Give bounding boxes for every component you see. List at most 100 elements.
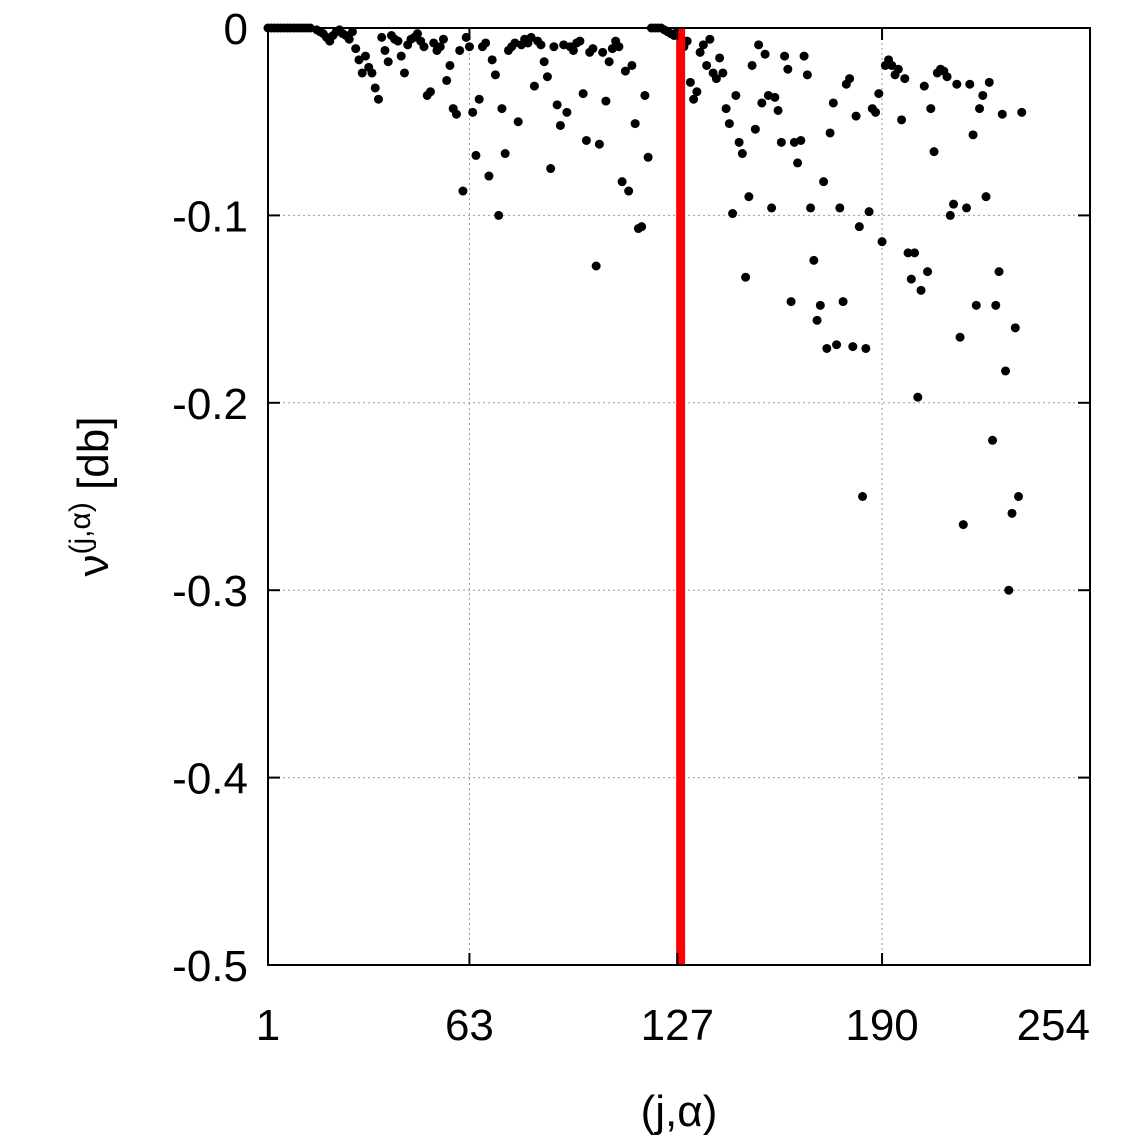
data-point bbox=[724, 119, 734, 129]
data-point bbox=[468, 107, 478, 117]
data-point bbox=[877, 237, 887, 247]
y-tick-label: -0.4 bbox=[172, 755, 248, 804]
data-point bbox=[721, 104, 731, 114]
y-tick-label: 0 bbox=[224, 5, 248, 54]
data-point bbox=[399, 68, 409, 78]
data-point bbox=[997, 109, 1007, 119]
y-tick-label: -0.2 bbox=[172, 380, 248, 429]
data-point bbox=[955, 332, 965, 342]
data-point bbox=[1017, 107, 1027, 117]
data-point bbox=[744, 192, 754, 202]
data-point bbox=[783, 64, 793, 74]
data-point bbox=[919, 81, 929, 91]
data-point bbox=[526, 32, 536, 42]
data-point bbox=[1007, 508, 1017, 518]
data-point bbox=[741, 272, 751, 282]
data-point bbox=[773, 105, 783, 115]
data-point bbox=[445, 60, 455, 70]
data-point bbox=[991, 300, 1001, 310]
data-point bbox=[767, 203, 777, 213]
data-point bbox=[705, 34, 715, 44]
data-point bbox=[692, 87, 702, 97]
data-point bbox=[864, 207, 874, 217]
data-point bbox=[419, 42, 429, 52]
data-point bbox=[438, 34, 448, 44]
data-point bbox=[435, 42, 445, 52]
y-axis-label-superscript: (j,α) bbox=[64, 502, 97, 554]
data-point bbox=[838, 297, 848, 307]
data-point bbox=[539, 57, 549, 67]
axis-ticks bbox=[267, 27, 1091, 966]
data-point bbox=[396, 51, 406, 61]
data-point bbox=[351, 44, 361, 54]
data-point bbox=[949, 199, 959, 209]
data-point bbox=[451, 109, 461, 119]
data-point bbox=[487, 55, 497, 65]
data-point bbox=[455, 45, 465, 55]
data-point bbox=[360, 51, 370, 61]
data-point bbox=[871, 107, 881, 117]
data-point bbox=[458, 186, 468, 196]
data-point bbox=[542, 72, 552, 82]
data-point bbox=[984, 77, 994, 87]
data-point bbox=[464, 42, 474, 52]
data-point bbox=[412, 29, 422, 39]
data-point bbox=[776, 137, 786, 147]
data-point bbox=[549, 42, 559, 52]
data-point bbox=[620, 66, 630, 76]
data-point bbox=[952, 79, 962, 89]
data-point bbox=[861, 343, 871, 353]
data-point bbox=[780, 51, 790, 61]
y-axis-label-space bbox=[69, 490, 118, 502]
data-point bbox=[377, 32, 387, 42]
y-tick-labels: 0 -0.1 -0.2 -0.3 -0.4 -0.5 bbox=[172, 5, 248, 991]
data-point bbox=[484, 171, 494, 181]
data-point bbox=[900, 74, 910, 84]
data-point bbox=[770, 92, 780, 102]
data-point bbox=[835, 203, 845, 213]
data-point bbox=[640, 90, 650, 100]
data-point bbox=[546, 164, 556, 174]
data-point bbox=[594, 139, 604, 149]
data-point bbox=[897, 115, 907, 125]
data-point bbox=[760, 49, 770, 59]
data-point bbox=[715, 53, 725, 63]
data-point bbox=[591, 261, 601, 271]
data-point bbox=[887, 60, 897, 70]
data-point bbox=[383, 57, 393, 67]
data-point bbox=[702, 60, 712, 70]
y-tick-label: -0.1 bbox=[172, 192, 248, 241]
x-tick-label: 254 bbox=[1017, 1001, 1090, 1050]
data-point bbox=[916, 285, 926, 295]
data-point bbox=[598, 47, 608, 57]
data-point bbox=[747, 60, 757, 70]
x-tick-label: 190 bbox=[845, 1001, 918, 1050]
data-point bbox=[481, 38, 491, 48]
x-tick-label: 127 bbox=[641, 1001, 714, 1050]
data-point bbox=[568, 45, 578, 55]
data-point bbox=[858, 492, 868, 501]
data-point bbox=[962, 203, 972, 213]
x-tick-labels: 1 63 127 190 254 bbox=[256, 1001, 1090, 1050]
data-point bbox=[711, 74, 721, 84]
data-point bbox=[601, 96, 611, 106]
data-point bbox=[1004, 585, 1014, 595]
data-point bbox=[968, 130, 978, 140]
data-point bbox=[874, 89, 884, 99]
data-point bbox=[913, 392, 923, 402]
y-axis-label-unit: [db] bbox=[69, 417, 118, 490]
data-point bbox=[845, 74, 855, 84]
data-point bbox=[718, 68, 728, 78]
data-point bbox=[614, 42, 624, 52]
data-point bbox=[555, 120, 565, 130]
data-point bbox=[796, 135, 806, 145]
data-point bbox=[848, 342, 858, 352]
data-point bbox=[854, 222, 864, 232]
data-point bbox=[513, 117, 523, 127]
data-point bbox=[971, 300, 981, 310]
data-point bbox=[958, 520, 968, 530]
data-point bbox=[497, 104, 507, 114]
data-point bbox=[643, 152, 653, 162]
data-point bbox=[474, 94, 484, 104]
